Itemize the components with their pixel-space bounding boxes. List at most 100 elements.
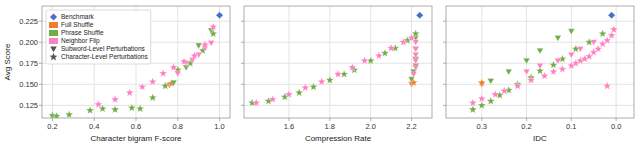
point bbox=[577, 46, 584, 52]
y-tick bbox=[443, 42, 446, 43]
point bbox=[209, 30, 217, 38]
y-tick bbox=[39, 63, 42, 64]
legend-label: Neighbor Flip bbox=[61, 37, 100, 45]
point bbox=[216, 12, 223, 19]
legend-label: Benchmark bbox=[61, 13, 95, 20]
y-tick bbox=[39, 21, 42, 22]
series bbox=[416, 12, 423, 19]
point bbox=[527, 76, 535, 84]
grid-line bbox=[244, 84, 432, 85]
y-tick bbox=[241, 84, 244, 85]
legend-box bbox=[46, 10, 151, 64]
legend-swatch bbox=[49, 30, 58, 36]
series bbox=[170, 28, 214, 86]
y-tick bbox=[241, 21, 244, 22]
x-tick-label: 0.4 bbox=[89, 122, 99, 131]
grid-line bbox=[244, 21, 432, 22]
point bbox=[590, 40, 597, 46]
grid-line bbox=[411, 6, 412, 118]
point bbox=[478, 101, 486, 109]
x-tick bbox=[616, 118, 617, 121]
point bbox=[555, 36, 562, 42]
point bbox=[537, 63, 544, 69]
point bbox=[111, 105, 119, 113]
point bbox=[537, 48, 544, 54]
grid-line bbox=[219, 6, 220, 118]
point bbox=[180, 57, 188, 65]
point bbox=[412, 65, 419, 71]
point bbox=[412, 58, 419, 64]
point bbox=[128, 104, 136, 112]
legend-swatch bbox=[49, 22, 58, 28]
series bbox=[248, 30, 419, 107]
point bbox=[478, 78, 486, 86]
point bbox=[608, 12, 615, 19]
point bbox=[340, 70, 348, 78]
point bbox=[269, 95, 277, 103]
y-tick bbox=[241, 42, 244, 43]
x-tick bbox=[52, 118, 53, 121]
x-axis-label: IDC bbox=[533, 134, 547, 143]
grid-line bbox=[244, 63, 432, 64]
grid-line bbox=[42, 84, 230, 85]
chart: 0.20.40.60.81.00.1250.1500.1750.2000.225… bbox=[0, 0, 640, 150]
grid-line bbox=[616, 6, 617, 118]
point bbox=[412, 46, 419, 52]
point bbox=[159, 69, 167, 77]
x-tick bbox=[526, 118, 527, 121]
point bbox=[295, 89, 303, 97]
point bbox=[387, 44, 395, 52]
x-axis-label: Compression Rate bbox=[305, 134, 372, 143]
panel: 0.30.20.10.0IDC bbox=[443, 6, 634, 143]
legend-item: Character-Level Perturbations bbox=[50, 53, 149, 61]
point bbox=[94, 100, 102, 108]
y-tick bbox=[241, 105, 244, 106]
series bbox=[410, 40, 419, 78]
point bbox=[412, 52, 419, 58]
y-tick bbox=[443, 84, 446, 85]
point bbox=[381, 49, 389, 57]
panel: 0.20.40.60.81.00.1250.1500.1750.2000.225… bbox=[3, 6, 230, 143]
x-tick-label: 1.8 bbox=[325, 122, 335, 131]
point bbox=[412, 30, 420, 38]
x-tick-label: 0.2 bbox=[47, 122, 57, 131]
point bbox=[410, 72, 417, 78]
legend-label: Character-Level Perturbations bbox=[61, 53, 148, 60]
plot-area bbox=[42, 6, 230, 118]
point bbox=[568, 52, 575, 58]
point bbox=[555, 58, 562, 64]
legend-item: Subword-Level Perturbations bbox=[50, 45, 145, 52]
x-tick-label: 0.3 bbox=[477, 122, 487, 131]
point bbox=[318, 78, 326, 86]
y-tick-label: 0.200 bbox=[19, 38, 38, 47]
x-tick bbox=[219, 118, 220, 121]
x-tick-label: 2.0 bbox=[365, 122, 375, 131]
series bbox=[478, 78, 486, 86]
point bbox=[209, 23, 217, 31]
x-tick bbox=[177, 118, 178, 121]
point bbox=[487, 78, 494, 84]
point bbox=[416, 12, 423, 19]
point bbox=[161, 82, 169, 90]
y-tick-label: 0.125 bbox=[19, 101, 38, 110]
y-tick bbox=[39, 105, 42, 106]
legend-label: Full Shuffle bbox=[61, 21, 94, 28]
point bbox=[53, 112, 61, 118]
point bbox=[301, 83, 309, 91]
legend-marker bbox=[50, 53, 58, 61]
point bbox=[201, 41, 209, 49]
series bbox=[252, 34, 415, 106]
series bbox=[523, 40, 597, 75]
x-axis-label: Character bigram F-score bbox=[90, 134, 182, 143]
series bbox=[487, 29, 574, 84]
grid-line bbox=[244, 105, 432, 106]
point bbox=[252, 99, 260, 107]
series bbox=[408, 36, 419, 83]
point bbox=[540, 72, 548, 80]
x-tick-label: 0.1 bbox=[566, 122, 576, 131]
point bbox=[558, 65, 566, 73]
point bbox=[500, 87, 508, 95]
x-tick-label: 2.2 bbox=[406, 122, 416, 131]
grid-line bbox=[42, 105, 230, 106]
point bbox=[285, 90, 293, 98]
